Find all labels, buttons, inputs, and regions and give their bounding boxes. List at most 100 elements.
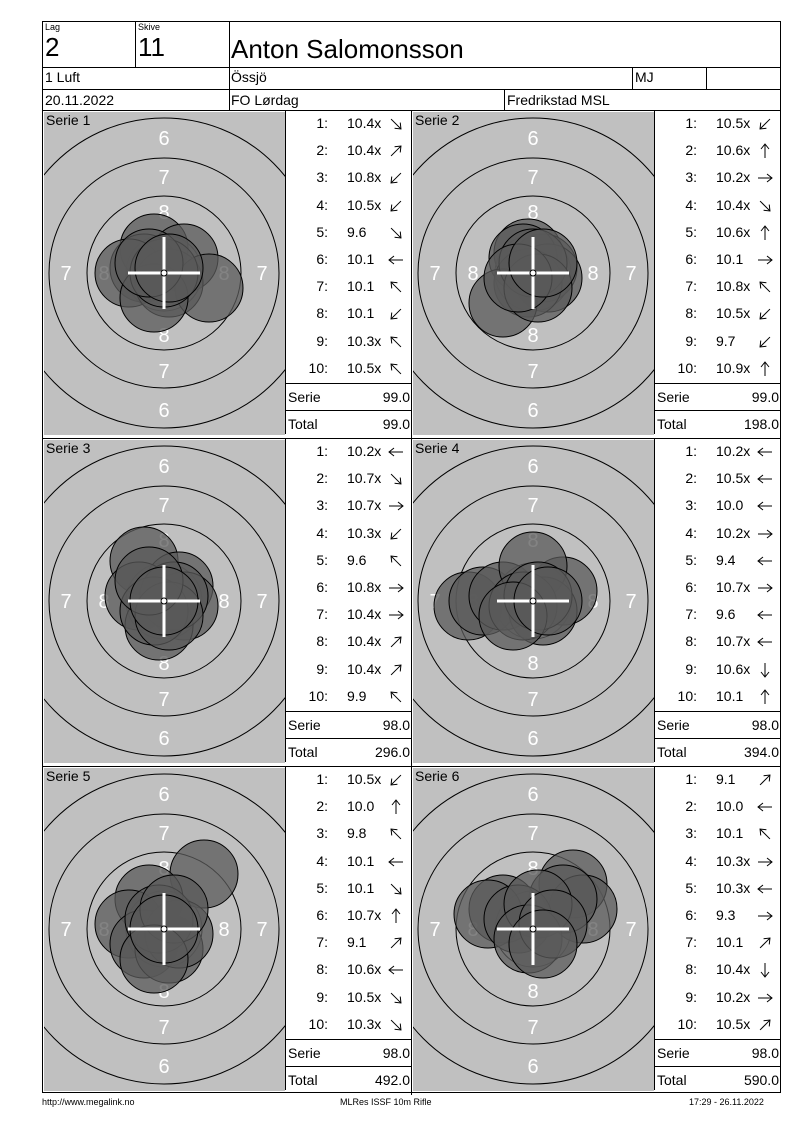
direction-arrow-icon (390, 145, 402, 157)
shot-row: 1: 10.5x (655, 111, 781, 138)
shot-number: 10: (677, 359, 697, 376)
ring-number: 6 (527, 1056, 538, 1078)
shot-number: 8: (685, 305, 697, 322)
ring-number: 7 (527, 167, 538, 189)
shot-score: 10.4x (716, 961, 751, 978)
lag-label: Lag (45, 22, 61, 32)
serie-sum: Serie 98.0 (655, 711, 781, 738)
shot-number: 10: (308, 687, 328, 704)
ring-7 (417, 813, 649, 1045)
center-dot (160, 269, 168, 277)
total-sum-label: Total (657, 744, 687, 760)
ring-number: 7 (527, 361, 538, 383)
ring-8 (86, 851, 242, 1007)
ring-6 (413, 117, 654, 429)
shot-number: 3: (316, 825, 328, 842)
ring-number: 6 (158, 456, 169, 478)
shot-number: 9: (316, 988, 328, 1005)
shot-list: 1: 9.1 2: 10.0 3: 10.1 4: 10.3x 5: 10.3x 6: 9.3 7: 10… (654, 767, 781, 1090)
shot-row: 9: 10.5x (286, 985, 412, 1012)
shot-row: 6: 10.1 (286, 247, 412, 274)
direction-arrow-icon (758, 174, 773, 183)
shot-score: 10.8x (716, 278, 751, 295)
direction-arrow-icon (757, 884, 772, 894)
ring-number: 7 (429, 263, 440, 285)
shot-row: 1: 10.4x (286, 111, 412, 138)
shot-score: 10.2x (347, 443, 382, 459)
shot-row: 7: 10.1 (286, 274, 412, 301)
direction-arrow-icon (388, 857, 403, 866)
shot-number: 1: (316, 771, 328, 787)
shot-row: 3: 9.8 (286, 821, 412, 848)
shot-number: 9: (316, 332, 328, 349)
direction-arrow-icon (758, 255, 773, 265)
shot-score: 9.9 (347, 687, 367, 704)
shot-row: 10: 10.5x (655, 1012, 781, 1039)
total-sum: Total 296.0 (286, 738, 412, 765)
direction-arrow-icon (390, 363, 402, 375)
total-sum-value: 492.0 (374, 1072, 410, 1088)
shot-score: 9.3 (716, 907, 736, 923)
shot-number: 10: (308, 1015, 328, 1032)
shot-row: 2: 10.6x (655, 138, 781, 165)
direction-arrow-icon (760, 143, 770, 159)
shot-score: 9.1 (347, 934, 367, 951)
ring-number: 6 (158, 400, 169, 422)
direction-arrow-icon (758, 911, 773, 921)
shot-number: 7: (685, 606, 697, 623)
shot-hole (508, 909, 578, 979)
shot-row: 9: 10.6x (655, 657, 781, 684)
direction-arrow-icon (390, 200, 402, 212)
direction-arrow-icon (758, 529, 773, 538)
shot-score: 10.5x (347, 988, 382, 1005)
direction-arrow-icon (388, 966, 403, 975)
ring-number: 6 (527, 400, 538, 422)
direction-arrow-icon (757, 638, 772, 647)
series-title: Serie 4 (415, 440, 460, 456)
shot-score: 10.5x (347, 771, 382, 787)
shot-score: 10.1 (347, 251, 375, 267)
shot-score: 10.3x (347, 332, 382, 349)
shot-number: 6: (316, 579, 328, 595)
shot-number: 6: (316, 907, 328, 923)
shot-row: 7: 10.8x (655, 274, 781, 301)
shot-row: 5: 10.3x (655, 876, 781, 903)
direction-arrow-icon (390, 473, 402, 485)
shot-number: 7: (316, 606, 328, 623)
lag-value: 2 (45, 32, 60, 62)
divider (43, 438, 412, 439)
serie-sum-label: Serie (657, 389, 690, 405)
direction-arrow-icon (388, 447, 403, 457)
direction-arrow-icon (390, 1019, 402, 1031)
direction-arrow-icon (757, 556, 772, 566)
shot-number: 8: (316, 305, 328, 322)
shot-row: 10: 10.5x (286, 356, 412, 383)
shot-number: 4: (316, 524, 328, 541)
direction-arrow-icon (759, 937, 771, 949)
shot-row: 9: 9.7 (655, 329, 781, 356)
shot-row: 3: 10.2x (655, 165, 781, 192)
shot-row: 9: 10.3x (286, 329, 412, 356)
divider (135, 22, 136, 67)
divider (43, 89, 780, 90)
serie-sum: Serie 98.0 (286, 711, 412, 738)
shot-row: 2: 10.5x (655, 466, 781, 493)
shot-score: 10.9x (716, 359, 751, 376)
direction-arrow-icon (390, 992, 402, 1004)
shot-score: 10.7x (347, 907, 382, 923)
series-title: Serie 2 (415, 112, 460, 128)
shot-number: 1: (316, 115, 328, 131)
shot-number: 5: (685, 551, 697, 568)
total-sum-value: 99.0 (382, 416, 410, 432)
shot-score: 10.5x (716, 1015, 751, 1032)
ring-7 (48, 157, 280, 389)
shot-row: 7: 9.1 (286, 930, 412, 957)
ring-number: 7 (158, 495, 169, 517)
shot-row: 2: 10.0 (655, 794, 781, 821)
divider (412, 438, 781, 439)
ring-number: 8 (158, 325, 169, 347)
ring-number: 7 (158, 1017, 169, 1039)
center-dot (529, 269, 537, 277)
